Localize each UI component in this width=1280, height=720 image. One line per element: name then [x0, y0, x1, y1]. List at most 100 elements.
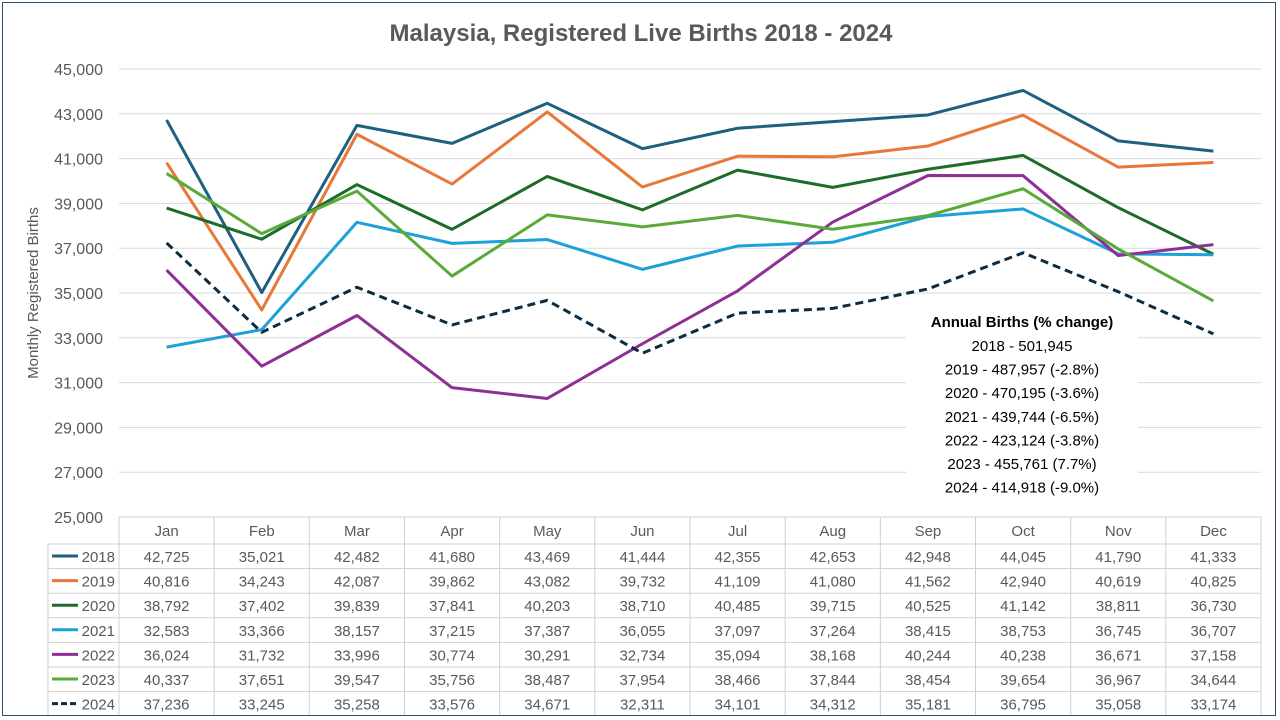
- table-cell: 40,485: [715, 598, 761, 615]
- table-cell: 37,236: [144, 697, 190, 714]
- series-line-2020: [166, 153, 1215, 256]
- legend-label: 2024: [82, 697, 115, 714]
- table-cell: 42,087: [334, 574, 380, 591]
- table-cell: 38,753: [1000, 623, 1046, 640]
- table-cell: 30,291: [524, 647, 570, 664]
- table-cell: 37,954: [619, 672, 665, 689]
- y-tick-label: 29,000: [54, 420, 103, 437]
- table-cell: 41,142: [1000, 598, 1046, 615]
- table-cell: 41,109: [715, 574, 761, 591]
- series-line-2019: [165, 110, 1214, 312]
- table-cell: 40,238: [1000, 647, 1046, 664]
- table-cell: 42,653: [810, 549, 856, 566]
- table-cell: 37,158: [1190, 647, 1236, 664]
- legend-label: 2023: [82, 672, 115, 689]
- table-cell: 38,157: [334, 623, 380, 640]
- series-line-2018: [165, 88, 1214, 295]
- y-tick-label: 25,000: [54, 510, 103, 527]
- table-cell: 37,402: [239, 598, 285, 615]
- table-cell: 36,967: [1095, 672, 1141, 689]
- table-cell: 34,644: [1190, 672, 1236, 689]
- table-cell: 38,466: [715, 672, 761, 689]
- table-cell: 35,258: [334, 697, 380, 714]
- x-tick-label: Feb: [249, 523, 275, 540]
- table-cell: 35,094: [715, 647, 761, 664]
- legend-label: 2019: [82, 574, 115, 591]
- table-cell: 40,619: [1095, 574, 1141, 591]
- table-cell: 37,844: [810, 672, 856, 689]
- y-tick-label: 41,000: [54, 152, 103, 169]
- y-tick-label: 45,000: [54, 62, 103, 79]
- x-tick-label: Jul: [728, 523, 747, 540]
- annotation-line: 2021 - 439,744 (-6.5%): [945, 409, 1099, 426]
- series-line-2023: [165, 172, 1215, 303]
- table-cell: 34,101: [715, 697, 761, 714]
- table-cell: 33,366: [239, 623, 285, 640]
- table-cell: 38,811: [1096, 598, 1141, 615]
- annotation-line: 2018 - 501,945: [972, 338, 1073, 355]
- table-cell: 44,045: [1000, 549, 1046, 566]
- legend-label: 2022: [82, 647, 115, 664]
- annotation-box: [906, 309, 1138, 497]
- annotation-title: Annual Births (% change): [931, 314, 1114, 331]
- table-cell: 37,651: [239, 672, 285, 689]
- table-cell: 38,792: [144, 598, 190, 615]
- table-cell: 42,725: [144, 549, 190, 566]
- table-cell: 40,825: [1190, 574, 1236, 591]
- y-tick-label: 37,000: [54, 241, 103, 258]
- table-cell: 32,583: [144, 623, 190, 640]
- y-tick-label: 43,000: [54, 107, 103, 124]
- table-cell: 40,337: [144, 672, 190, 689]
- y-tick-label: 31,000: [54, 376, 103, 393]
- x-tick-label: Aug: [819, 523, 846, 540]
- legend-label: 2020: [82, 598, 115, 615]
- table-cell: 39,862: [429, 574, 475, 591]
- table-cell: 40,244: [905, 647, 951, 664]
- chart-title: Malaysia, Registered Live Births 2018 - …: [390, 20, 894, 47]
- table-cell: 35,058: [1095, 697, 1141, 714]
- table-cell: 39,547: [334, 672, 380, 689]
- table-cell: 42,355: [715, 549, 761, 566]
- table-cell: 39,654: [1000, 672, 1046, 689]
- legend-label: 2018: [82, 549, 115, 566]
- x-tick-label: Sep: [915, 523, 942, 540]
- table-cell: 41,680: [429, 549, 475, 566]
- table-cell: 35,181: [905, 697, 951, 714]
- table-cell: 36,024: [144, 647, 190, 664]
- table-cell: 37,387: [524, 623, 570, 640]
- table-cell: 37,215: [429, 623, 475, 640]
- table-cell: 41,080: [810, 574, 856, 591]
- table-cell: 40,816: [144, 574, 190, 591]
- table-cell: 38,487: [524, 672, 570, 689]
- annotation-line: 2022 - 423,124 (-3.8%): [945, 432, 1099, 449]
- table-cell: 34,312: [810, 697, 856, 714]
- table-cell: 32,734: [619, 647, 665, 664]
- table-cell: 40,525: [905, 598, 951, 615]
- y-tick-label: 33,000: [54, 331, 103, 348]
- table-cell: 31,732: [239, 647, 285, 664]
- table-cell: 36,795: [1000, 697, 1046, 714]
- x-tick-label: Jun: [630, 523, 654, 540]
- table-cell: 38,168: [810, 647, 856, 664]
- table-cell: 33,174: [1190, 697, 1236, 714]
- table-cell: 40,203: [524, 598, 570, 615]
- table-cell: 41,333: [1190, 549, 1236, 566]
- table-cell: 33,245: [239, 697, 285, 714]
- table-cell: 36,707: [1190, 623, 1236, 640]
- table-cell: 41,790: [1095, 549, 1141, 566]
- table-cell: 43,082: [524, 574, 570, 591]
- x-tick-label: Apr: [440, 523, 463, 540]
- table-cell: 36,055: [619, 623, 665, 640]
- table-cell: 37,097: [715, 623, 761, 640]
- table-cell: 42,482: [334, 549, 380, 566]
- table-cell: 38,454: [905, 672, 951, 689]
- table-cell: 39,732: [619, 574, 665, 591]
- x-tick-label: Oct: [1011, 523, 1035, 540]
- y-tick-label: 27,000: [54, 465, 103, 482]
- y-tick-label: 35,000: [54, 286, 103, 303]
- table-cell: 42,948: [905, 549, 951, 566]
- table-cell: 36,745: [1095, 623, 1141, 640]
- annotation-line: 2024 - 414,918 (-9.0%): [945, 480, 1099, 497]
- table-cell: 43,469: [524, 549, 570, 566]
- table-cell: 38,710: [619, 598, 665, 615]
